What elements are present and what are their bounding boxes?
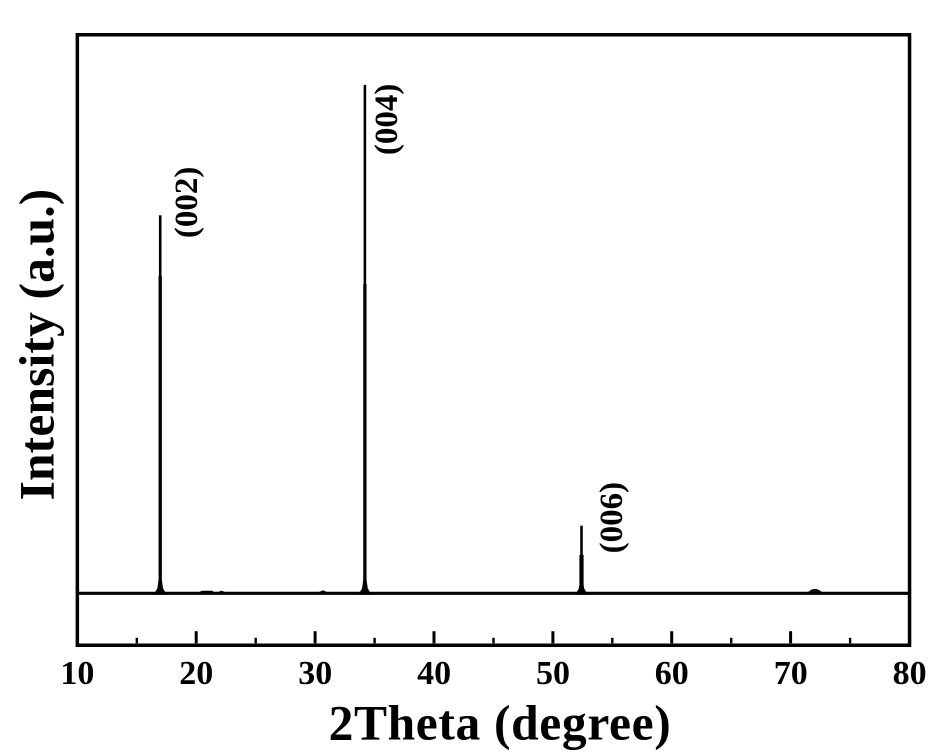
svg-text:2Theta (degree): 2Theta (degree) [329, 695, 672, 750]
svg-text:80: 80 [893, 655, 927, 692]
svg-text:70: 70 [774, 655, 808, 692]
svg-text:(006): (006) [594, 482, 630, 553]
svg-text:(002): (002) [169, 167, 205, 238]
svg-text:60: 60 [655, 655, 689, 692]
svg-text:Intensity (a.u.): Intensity (a.u.) [9, 189, 64, 501]
svg-text:30: 30 [298, 655, 332, 692]
svg-text:(004): (004) [369, 84, 405, 155]
svg-text:20: 20 [179, 655, 213, 692]
svg-text:50: 50 [536, 655, 570, 692]
svg-text:40: 40 [417, 655, 451, 692]
svg-text:10: 10 [60, 655, 94, 692]
